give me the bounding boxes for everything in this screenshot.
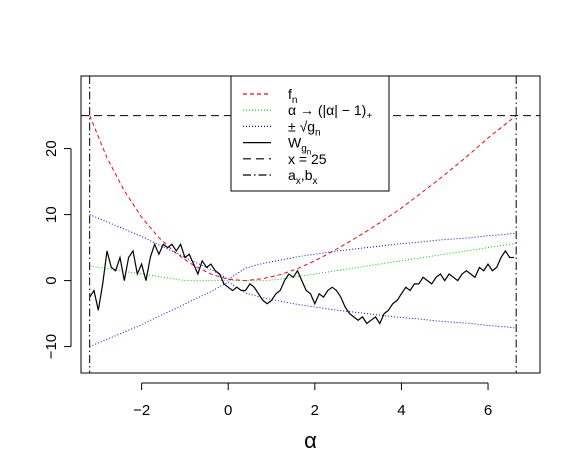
legend-label: fn [288,86,297,106]
x-axis-label: α [304,428,317,453]
y-tick-label: −10 [43,334,60,359]
legend-label: α → (|α| − 1)+ [288,102,372,122]
series-line-W-gn [89,242,514,325]
series-line-sqrt-g-lower [89,281,517,348]
legend-item-f-n: fn [243,86,297,106]
y-tick-label: 20 [43,140,60,157]
x-tick-label: −2 [133,402,150,419]
legend-item-sqrt-g-upper: ± √gn [243,118,321,138]
data-layer [89,115,517,348]
legend-box [230,75,390,192]
axes: −2 0 2 4 6 −10 0 10 20 [43,140,492,419]
series-line-f-n [89,115,517,282]
legend-label: ax,bx [288,167,317,187]
legend-label: ± √gn [288,118,321,138]
legend-label: Wgn [288,135,311,157]
x-tick-label: 4 [397,402,405,419]
legend-item-alpha-map: α → (|α| − 1)+ [243,102,372,122]
x-tick-label: 0 [224,402,232,419]
legend-item-vlines: ax,bx [243,167,317,187]
legend-item-W-gn: Wgn [243,135,311,157]
legend-item-hline: x = 25 [243,151,327,167]
x-tick-label: 6 [484,402,492,419]
legend-label: x = 25 [288,151,327,167]
reference-lines [81,76,540,373]
series-line-alpha-map [89,242,517,282]
x-tick-label: 2 [311,402,319,419]
y-tick-label: 10 [43,206,60,223]
y-tick-label: 0 [43,276,60,284]
